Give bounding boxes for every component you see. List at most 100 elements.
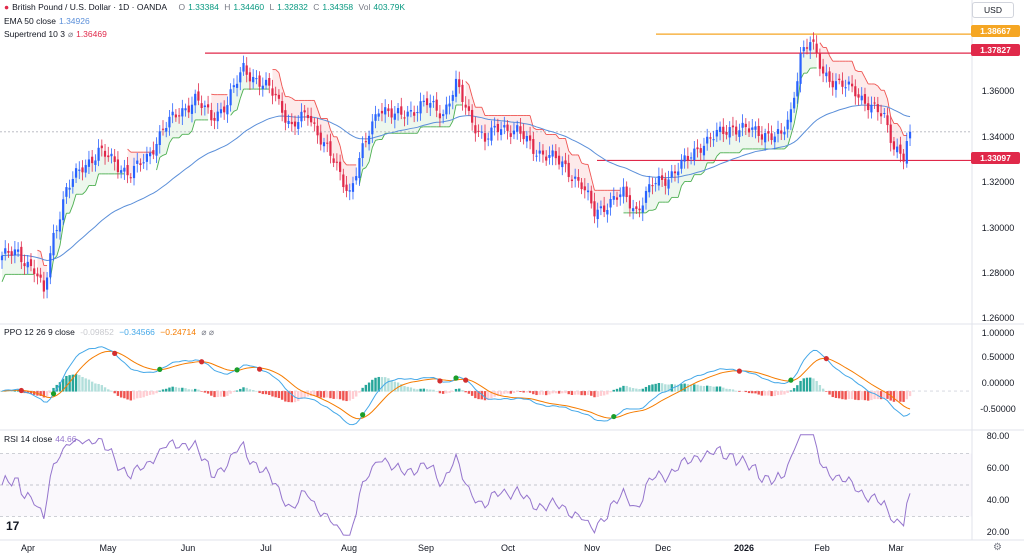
ppo-hist-bar (246, 388, 248, 392)
ppo-hist-bar (455, 389, 457, 392)
ppo-cross-dot (199, 359, 204, 364)
candle-body (883, 113, 885, 114)
supertrend-hidden-icon[interactable]: ⌀ (68, 29, 73, 39)
candle-body (764, 133, 766, 142)
candle-body (770, 133, 772, 140)
candle-body (281, 101, 283, 113)
candle-body (178, 115, 180, 116)
candle-body (181, 108, 183, 116)
ppo-hist-bar (458, 389, 460, 392)
supertrend-label: Supertrend 10 3 (4, 29, 65, 39)
candle-body (642, 205, 644, 212)
ppo-hist-bar (751, 391, 753, 393)
candle-body (159, 131, 161, 145)
ppo-hist-bar (642, 389, 644, 392)
ppo-hist-bar (371, 380, 373, 392)
level-pill-orange: 1.38667 (971, 25, 1020, 37)
candle-body (690, 157, 692, 158)
candle-body (410, 110, 412, 111)
close-label: C (313, 2, 319, 12)
candle-body (490, 128, 492, 141)
ppo-hist-bar (191, 390, 193, 392)
candle-body (381, 111, 383, 113)
supertrend-legend[interactable]: Supertrend 10 3⌀1.36469 (4, 29, 110, 40)
candle-body (323, 142, 325, 146)
ppo-tick: -0.50000 (972, 404, 1024, 414)
ppo-hist-bar (522, 391, 524, 392)
symbol-name[interactable]: British Pound / U.S. Dollar · 1D · OANDA (12, 2, 167, 12)
candle-body (445, 105, 447, 115)
candle-body (648, 184, 650, 192)
candle-body (259, 75, 261, 86)
ppo-hist-bar (452, 391, 454, 392)
supertrend-fill (79, 170, 82, 195)
ppo-legend[interactable]: PPO 12 26 9 close -0.09852 −0.34566 −0.2… (4, 327, 217, 338)
candle-body (201, 103, 203, 108)
currency-button[interactable]: USD (972, 2, 1014, 18)
candle-body (40, 275, 42, 278)
ppo-hist-bar (700, 386, 702, 392)
ppo-hist-bar (171, 387, 173, 392)
candle-body (571, 180, 573, 181)
candle-body (828, 71, 830, 81)
candle-body (384, 107, 386, 114)
candle-body (864, 94, 866, 104)
candle-body (233, 85, 235, 87)
ppo-hidden-icons[interactable]: ⌀ ⌀ (201, 327, 214, 337)
candle-body (310, 116, 312, 122)
supertrend-fill (105, 157, 108, 174)
ppo-hist-bar (754, 391, 756, 393)
candle-body (448, 104, 450, 107)
ppo-hist-bar (445, 391, 447, 393)
ppo-line (2, 347, 910, 425)
ppo-hist-bar (761, 391, 763, 396)
ppo-hist-bar (432, 390, 434, 392)
settings-gear-icon[interactable]: ⚙ (993, 542, 1002, 553)
candle-body (252, 77, 254, 82)
candle-body (674, 171, 676, 173)
x-label-nov: Nov (584, 543, 600, 553)
ppo-hist-bar (410, 387, 412, 391)
candle-body (320, 133, 322, 145)
candle-body (91, 157, 93, 163)
candle-body (597, 210, 599, 219)
ppo-hist-bar (181, 388, 183, 392)
ppo-hist-bar (696, 385, 698, 392)
candle-body (787, 120, 789, 130)
candle-body (700, 148, 702, 153)
candle-body (43, 280, 45, 291)
ppo-hist-bar (249, 389, 251, 391)
ppo-hist-bar (114, 391, 116, 393)
ppo-hist-bar (355, 391, 357, 396)
candle-body (230, 89, 232, 105)
candle-body (651, 185, 653, 186)
candle-body (213, 118, 215, 121)
tradingview-logo[interactable]: 17 (6, 519, 19, 533)
ppo-hist-bar (94, 383, 96, 391)
supertrend-segment (211, 94, 214, 95)
ppo-hist-bar (78, 375, 80, 392)
ppo-hist-bar (65, 376, 67, 392)
candle-body (758, 126, 760, 136)
ppo-hist-bar (632, 388, 634, 392)
ppo-hist-value: -0.09852 (80, 327, 114, 337)
candle-body (1, 256, 3, 261)
candle-body (529, 135, 531, 140)
ppo-hist-bar (564, 391, 566, 393)
ppo-hist-bar (629, 387, 631, 391)
candle-body (297, 122, 299, 129)
ppo-hist-bar (625, 386, 627, 392)
ppo-hist-bar (419, 389, 421, 392)
ppo-hist-bar (809, 378, 811, 392)
rsi-tick: 20.00 (972, 527, 1024, 537)
supertrend-fill (176, 116, 179, 137)
ppo-hist-bar (110, 391, 112, 392)
candle-body (838, 79, 840, 80)
ppo-cross-dot (824, 356, 829, 361)
candle-body (452, 95, 454, 101)
supertrend-layer (2, 42, 907, 292)
candle-body (854, 86, 856, 96)
